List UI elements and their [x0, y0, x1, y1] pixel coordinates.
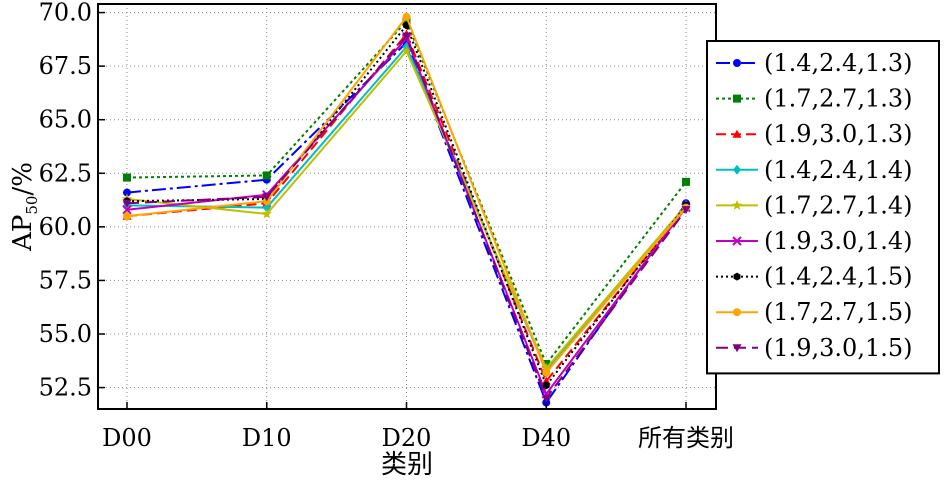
y-tick-label: 52.5	[39, 374, 92, 402]
y-tick-label: 62.5	[39, 159, 92, 187]
x-tick-label: D10	[242, 424, 292, 452]
y-axis: 52.5 55.0 57.5 60.0 62.5 65.0 67.5 70.0	[39, 0, 105, 402]
x-tick-label: D00	[102, 424, 152, 452]
legend-label: (1.7,2.7,1.4)	[764, 191, 913, 219]
data-point	[681, 206, 691, 215]
y-tick-label: 60.0	[39, 213, 92, 241]
legend-label: (1.9,3.0,1.5)	[764, 334, 913, 362]
legend-item: (1.4,2.4,1.4)	[716, 156, 913, 184]
data-point	[262, 193, 272, 202]
legend-marker	[732, 129, 742, 138]
legend-marker	[731, 199, 743, 210]
data-point	[402, 17, 411, 26]
series-line-1	[123, 38, 690, 407]
series-path	[126, 23, 687, 388]
legend-item: (1.9,3.0,1.3)	[716, 120, 913, 148]
x-axis-label: 类别	[381, 450, 433, 480]
legend-box	[706, 40, 940, 375]
legend-label: (1.9,3.0,1.4)	[764, 227, 913, 255]
data-point	[262, 202, 271, 213]
x-tick-label: 所有类别	[638, 424, 734, 452]
y-tick-label: 70.0	[39, 0, 92, 27]
legend-marker	[733, 272, 741, 281]
y-tick-label: 57.5	[39, 266, 92, 294]
data-point	[541, 394, 551, 403]
data-point	[401, 45, 412, 56]
x-axis: D00 D10 D20 D40 所有类别	[102, 402, 734, 452]
grid-lines	[98, 4, 716, 409]
legend-marker	[732, 344, 742, 353]
data-point	[262, 171, 271, 180]
y-axis-label-main: AP	[8, 215, 38, 252]
series-path	[126, 19, 687, 366]
data-point	[122, 199, 132, 208]
legend-marker	[733, 94, 741, 103]
legend-item: (1.4,2.4,1.3)	[716, 49, 913, 77]
data-point	[402, 12, 411, 21]
data-point	[123, 212, 131, 221]
legend-item: (1.9,3.0,1.4)	[716, 227, 913, 255]
data-point	[122, 205, 132, 215]
legend-marker	[732, 236, 742, 246]
legend-label: (1.7,2.7,1.5)	[764, 298, 913, 326]
x-tick-label: D20	[382, 424, 432, 452]
y-axis-label-suffix: /%	[8, 162, 38, 195]
series-path	[126, 34, 687, 401]
y-tick-label: 65.0	[39, 106, 92, 134]
legend-label: (1.4,2.4,1.5)	[764, 263, 913, 291]
data-point	[402, 32, 411, 41]
legend-marker	[733, 59, 741, 67]
legend-item: (1.7,2.7,1.5)	[716, 298, 913, 326]
data-point	[123, 188, 131, 197]
series-line-8	[123, 12, 690, 377]
legend-item: (1.9,3.0,1.5)	[716, 334, 913, 362]
y-tick-label: 67.5	[39, 52, 92, 80]
data-point	[542, 381, 550, 390]
y-axis-label: AP50/%	[8, 162, 41, 252]
data-point	[123, 173, 131, 182]
legend-label: (1.9,3.0,1.3)	[764, 120, 913, 148]
legend-item: (1.4,2.4,1.5)	[716, 263, 913, 291]
data-point	[541, 376, 551, 385]
legend-item: (1.7,2.7,1.3)	[716, 85, 913, 113]
legend-marker	[733, 308, 741, 317]
data-point	[682, 177, 690, 186]
legend: (1.4,2.4,1.3) (1.7,2.7,1.3) (1.9,3.0,1.3) (…	[706, 40, 940, 375]
x-tick-label: D40	[521, 424, 571, 452]
legend-label: (1.4,2.4,1.3)	[764, 49, 913, 77]
legend-marker	[733, 164, 741, 175]
legend-label: (1.7,2.7,1.3)	[764, 85, 913, 113]
data-point	[542, 368, 551, 377]
series-line-9	[122, 32, 691, 403]
data-point	[261, 208, 272, 219]
legend-item: (1.7,2.7,1.4)	[716, 191, 913, 219]
data-point	[541, 362, 552, 373]
y-tick-label: 55.0	[39, 320, 92, 348]
series-layer	[121, 12, 692, 407]
y-axis-label-subscript: 50	[23, 196, 41, 215]
legend-label: (1.4,2.4,1.4)	[764, 156, 913, 184]
